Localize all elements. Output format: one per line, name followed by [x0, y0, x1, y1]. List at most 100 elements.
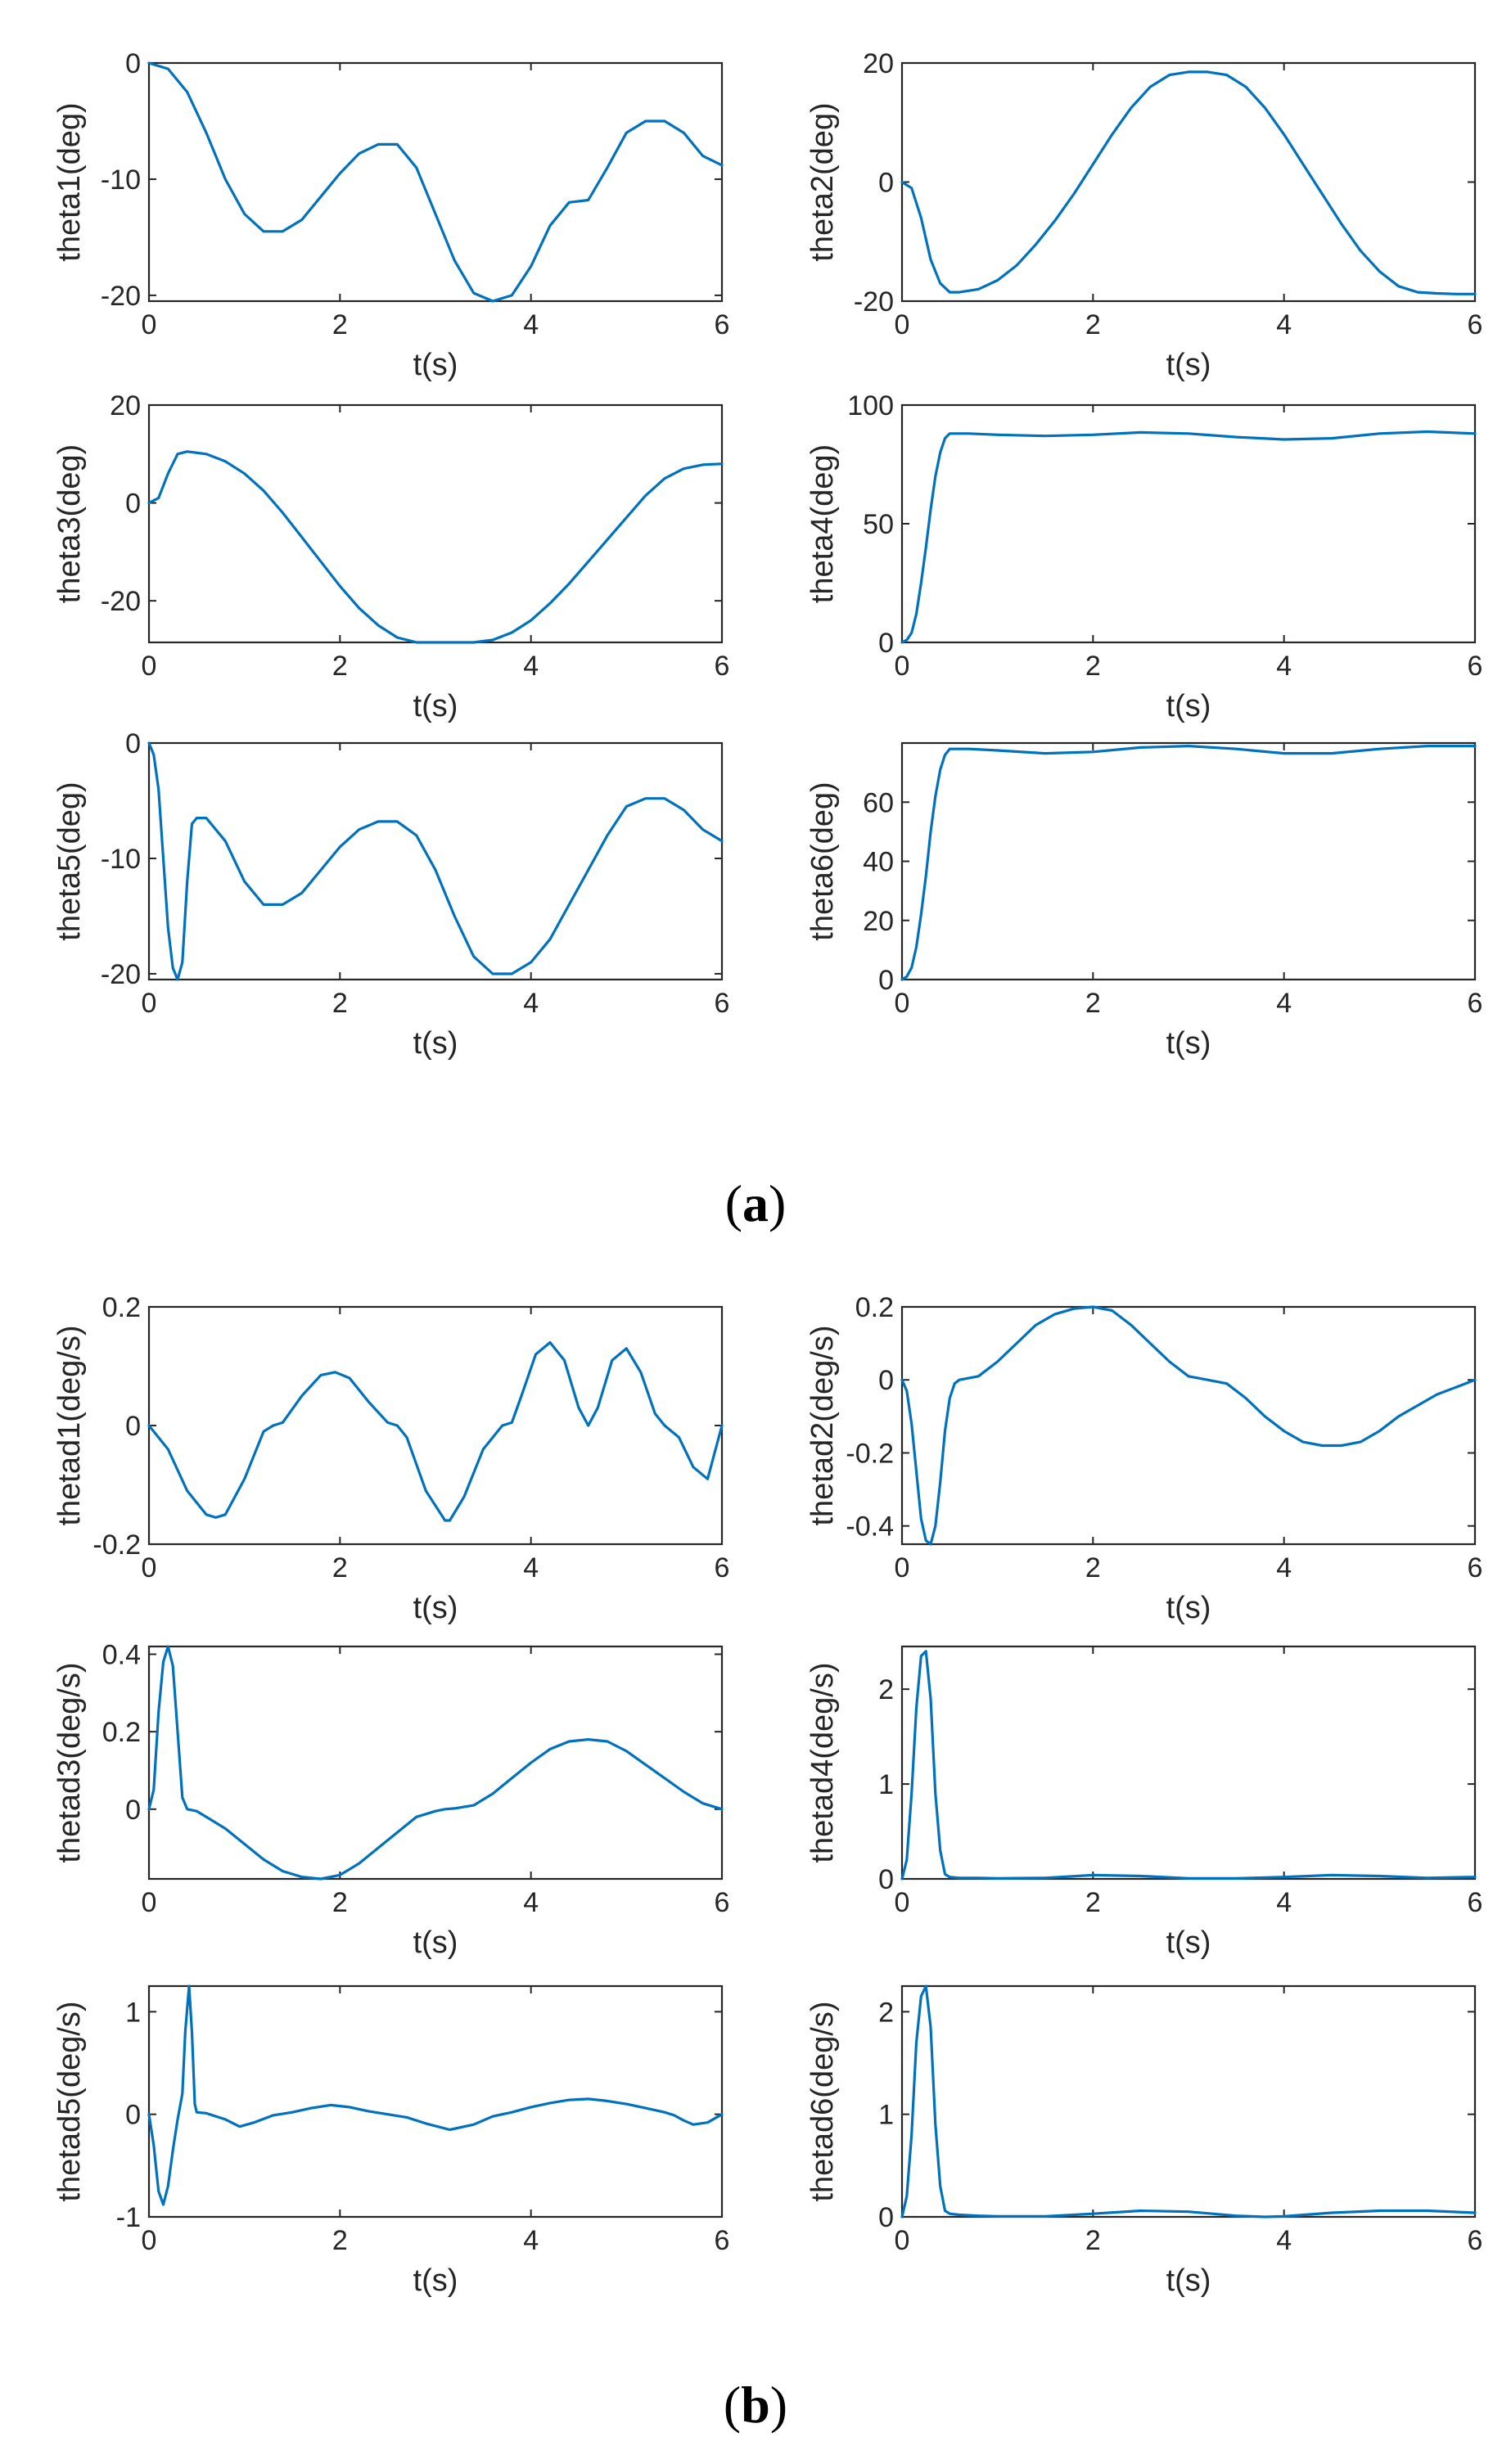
x-axis-label: t(s): [413, 1026, 458, 1061]
y-axis-label: theta5(deg): [52, 782, 87, 940]
y-axis-label: theta1(deg): [52, 102, 87, 261]
x-tick-label: 2: [332, 309, 348, 340]
y-tick-label: 0: [878, 1365, 894, 1396]
panel-label-letter: a: [742, 1174, 769, 1232]
axes-frame: [900, 1305, 1477, 1546]
y-tick-label: 0: [878, 965, 894, 996]
x-tick-label: 4: [523, 2225, 539, 2256]
series-line-thetad3: [147, 1645, 724, 1881]
y-tick-label: -20: [854, 286, 894, 318]
x-tick-label: 2: [1085, 1887, 1101, 1918]
chart-thetad3(deg/s): 0 2 4 6 0 0.2 0.4 t(s) thetad3(deg/s): [52, 1639, 729, 1960]
x-tick-label: 0: [142, 988, 157, 1019]
x-tick-label: 0: [142, 2225, 157, 2256]
series-line-thetad4: [900, 1650, 1477, 1881]
axes-frame: [900, 1645, 1477, 1881]
series-line-theta6: [900, 744, 1477, 981]
x-tick-label: 0: [895, 651, 910, 682]
x-tick-label: 4: [523, 1552, 539, 1583]
x-axis-label: t(s): [413, 1926, 458, 1960]
y-tick-label: 0: [125, 489, 141, 520]
chart-theta1(deg): 0 2 4 6 -20 -10 0 t(s) theta1(deg): [52, 48, 729, 382]
y-tick-label: -20: [101, 586, 141, 617]
series-line-thetad2: [900, 1305, 1477, 1546]
y-tick-label: 0: [125, 1411, 141, 1442]
y-tick-label: 20: [863, 906, 894, 937]
y-tick-label: 1: [125, 1997, 141, 2028]
series-line-theta3: [147, 450, 724, 644]
x-tick-label: 2: [1085, 2225, 1101, 2256]
y-tick-label: -10: [101, 164, 141, 196]
chart-theta3(deg): 0 2 4 6 -20 0 20 t(s) theta3(deg): [52, 390, 729, 723]
x-tick-label: 4: [1276, 1552, 1292, 1583]
y-tick-label: -10: [101, 844, 141, 875]
x-tick-label: 6: [715, 309, 730, 340]
x-tick-label: 0: [142, 1552, 157, 1583]
x-tick-label: 6: [715, 2225, 730, 2256]
chart-theta4(deg): 0 2 4 6 0 50 100 t(s) theta4(deg): [805, 390, 1482, 723]
panel-label-close: ): [770, 2376, 787, 2434]
panel-label-close: ): [769, 1174, 786, 1232]
x-axis-label: t(s): [413, 348, 458, 382]
x-tick-label: 6: [1468, 1887, 1483, 1918]
x-tick-label: 4: [523, 651, 539, 682]
x-tick-label: 0: [142, 309, 157, 340]
y-tick-label: 0: [878, 168, 894, 199]
x-tick-label: 0: [895, 1887, 910, 1918]
y-tick-label: 0.2: [102, 1292, 141, 1323]
y-tick-label: 60: [863, 787, 894, 818]
x-tick-label: 4: [523, 988, 539, 1019]
x-axis-label: t(s): [1166, 2264, 1211, 2298]
chart-thetad2(deg/s): 0 2 4 6 -0.4 -0.2 0 0.2 t(s) thetad2(deg/s): [805, 1292, 1482, 1625]
x-tick-label: 4: [1276, 2225, 1292, 2256]
series-line-theta2: [900, 70, 1477, 295]
x-tick-label: 4: [1276, 988, 1292, 1019]
y-tick-label: -0.2: [846, 1438, 894, 1469]
x-axis-label: t(s): [1166, 1926, 1211, 1960]
x-tick-label: 0: [895, 309, 910, 340]
x-axis-label: t(s): [413, 2264, 458, 2298]
series-line-thetad6: [900, 1984, 1477, 2219]
y-axis-label: theta6(deg): [805, 782, 840, 940]
x-tick-label: 4: [1276, 651, 1292, 682]
chart-thetad6(deg/s): 0 2 4 6 0 1 2 t(s) thetad6(deg/s): [805, 1984, 1482, 2298]
x-tick-label: 0: [895, 1552, 910, 1583]
axes-frame: [900, 61, 1477, 303]
series-line-theta5: [147, 741, 724, 981]
y-axis-label: thetad4(deg/s): [805, 1662, 840, 1863]
x-tick-label: 2: [332, 2225, 348, 2256]
y-axis-label: theta3(deg): [52, 444, 87, 603]
y-tick-label: 1: [878, 2100, 894, 2131]
y-tick-label: 0: [125, 48, 141, 79]
y-tick-label: 2: [878, 1674, 894, 1705]
y-tick-label: 20: [110, 390, 141, 421]
chart-thetad1(deg/s): 0 2 4 6-0.200.2t(s)thetad1(deg/s): [52, 1292, 729, 1625]
y-tick-label: 0: [125, 728, 141, 759]
series-line-thetad5: [147, 1984, 724, 2206]
panel-label: (b): [724, 2376, 787, 2434]
y-tick-label: 0.2: [102, 1717, 141, 1748]
y-tick-label: 2: [878, 1997, 894, 2028]
y-tick-label: 0: [878, 2202, 894, 2233]
x-tick-label: 2: [332, 1552, 348, 1583]
panel-label-open: (: [725, 1174, 742, 1232]
axes-frame: [147, 403, 724, 644]
x-tick-label: 4: [523, 309, 539, 340]
y-tick-label: 100: [847, 390, 894, 421]
y-tick-label: 0: [878, 1864, 894, 1895]
y-tick-label: 40: [863, 847, 894, 878]
x-tick-label: 2: [332, 1887, 348, 1918]
panel-label-open: (: [724, 2376, 741, 2434]
series-line-theta1: [147, 61, 724, 303]
y-axis-label: thetad1(deg/s): [52, 1325, 87, 1525]
x-tick-label: 6: [715, 651, 730, 682]
y-tick-label: -20: [101, 959, 141, 990]
axes-frame: [147, 61, 724, 303]
x-tick-label: 2: [1085, 988, 1101, 1019]
y-tick-label: 50: [863, 509, 894, 540]
y-tick-label: 0.2: [855, 1292, 894, 1323]
